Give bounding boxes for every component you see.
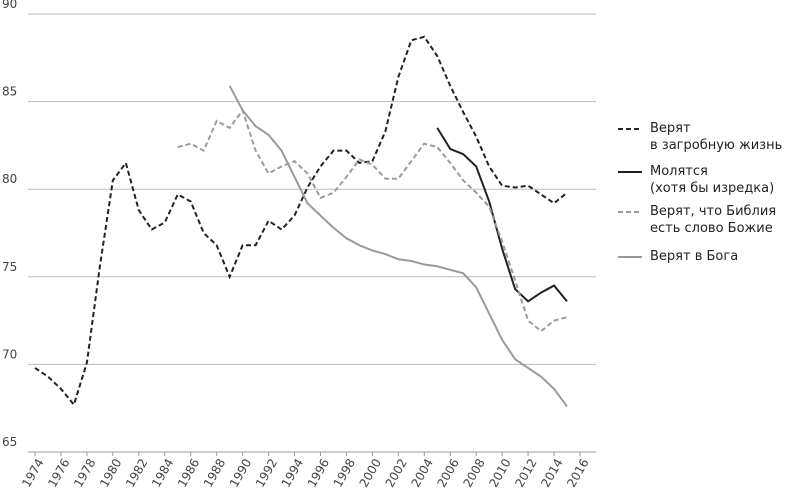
x-tick-label: 2000 xyxy=(357,456,384,489)
y-tick-label: 65 xyxy=(2,435,17,449)
series-line xyxy=(436,127,568,303)
x-tick-label: 1990 xyxy=(227,456,254,489)
x-tick-label: 2004 xyxy=(409,456,436,489)
legend-swatch xyxy=(618,256,642,258)
x-tick-label: 2016 xyxy=(564,456,591,489)
legend-label: Верят в Бога xyxy=(650,249,739,264)
legend-label: Верят, что Библия есть слово Божие xyxy=(650,204,777,236)
x-tick-label: 2012 xyxy=(512,456,539,489)
y-tick-label: 90 xyxy=(2,0,17,11)
x-tick-label: 1998 xyxy=(331,456,358,489)
x-tick-label: 1982 xyxy=(123,456,150,489)
x-tick-label: 1986 xyxy=(175,456,202,489)
legend-label: Верят в загробную жизнь xyxy=(650,121,783,153)
y-tick-label: 70 xyxy=(2,347,17,361)
x-tick-label: 2014 xyxy=(538,456,565,489)
x-tick-label: 1974 xyxy=(19,456,46,489)
x-tick-label: 1980 xyxy=(97,456,124,489)
x-tick-label: 2002 xyxy=(383,456,410,489)
series-line xyxy=(177,108,568,333)
x-tick-label: 1992 xyxy=(253,456,280,489)
x-tick-label: 1976 xyxy=(45,456,72,489)
legend-swatch xyxy=(618,211,642,213)
series-line xyxy=(228,85,568,408)
x-tick-label: 1988 xyxy=(201,456,228,489)
x-tick-label: 2010 xyxy=(486,456,513,489)
legend-label: Молятся (хотя бы изредка) xyxy=(650,164,775,196)
x-tick-label: 1996 xyxy=(305,456,332,489)
y-tick-label: 85 xyxy=(2,85,17,99)
legend-swatch xyxy=(618,171,642,173)
x-tick-label: 2006 xyxy=(434,456,461,489)
x-tick-label: 1978 xyxy=(71,456,98,489)
x-tick-label: 1994 xyxy=(279,456,306,489)
chart: 65 70 75 80 85 90 1974197619781980198219841986… xyxy=(2,0,596,490)
y-tick-label: 75 xyxy=(2,260,17,274)
x-tick-label: 2008 xyxy=(460,456,487,489)
y-tick-label: 80 xyxy=(2,172,17,186)
x-tick-label: 1984 xyxy=(149,456,176,489)
series-line xyxy=(34,35,568,407)
legend-swatch xyxy=(618,128,642,130)
